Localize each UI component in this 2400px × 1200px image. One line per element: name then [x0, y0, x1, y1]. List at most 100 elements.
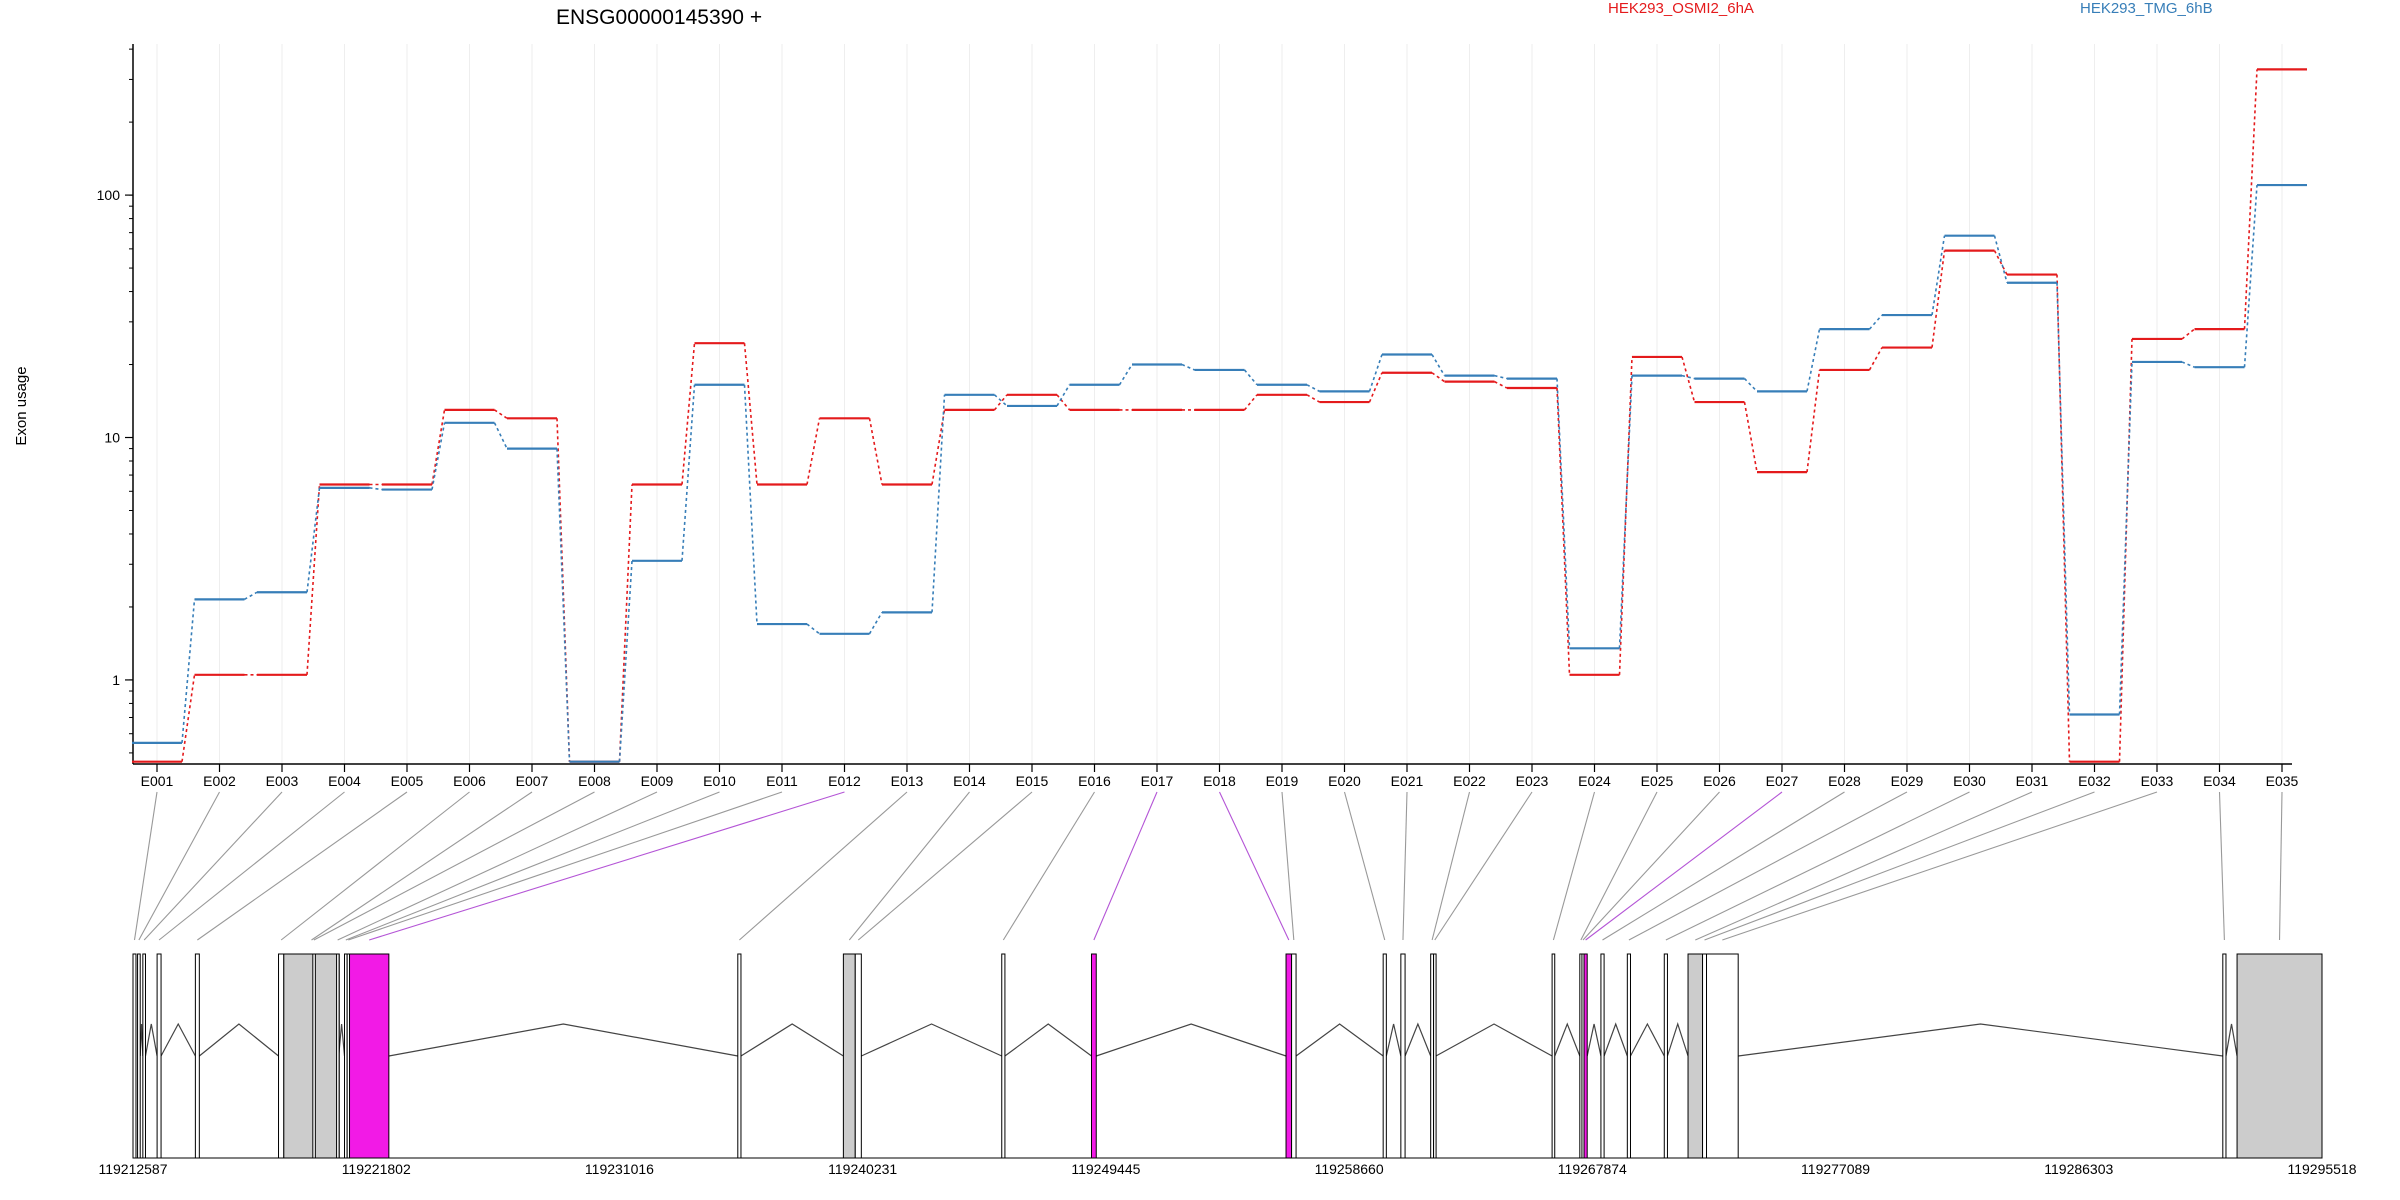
series-connector — [2243, 184, 2258, 368]
series-connector — [2181, 328, 2195, 340]
series-connector — [2118, 361, 2133, 715]
legend-entry-osmi2: HEK293_OSMI2_6hA — [1608, 0, 1754, 17]
connector-e002 — [138, 791, 220, 941]
exon-block-e002 — [137, 953, 141, 1159]
exon-block-e024 — [1551, 953, 1556, 1159]
exon-block-e008 — [312, 953, 316, 1159]
genomic-position-label: 119221802 — [342, 1161, 411, 1177]
x-tick-label-e008: E008 — [578, 773, 611, 789]
intron-line — [1385, 1023, 1402, 1057]
series-hek293_tmg_6hb — [132, 183, 2307, 763]
y-axis: 1 10 100 — [97, 44, 134, 764]
genomic-position-label: 119286303 — [2044, 1161, 2113, 1177]
x-tick-label-e021: E021 — [1391, 773, 1424, 789]
x-tick-label-e024: E024 — [1578, 773, 1611, 789]
x-tick-label-e029: E029 — [1891, 773, 1924, 789]
series-connector — [556, 418, 571, 762]
series-connector — [743, 343, 758, 485]
exon-block-e027 — [1583, 953, 1588, 1159]
intron-line — [144, 1023, 158, 1057]
series-connector — [494, 409, 508, 419]
x-tick-label-e022: E022 — [1453, 773, 1486, 789]
connector-e014 — [848, 791, 970, 941]
x-tick-label-e005: E005 — [391, 773, 424, 789]
intron-line — [2225, 1023, 2238, 1057]
series-connector — [1306, 394, 1320, 403]
x-tick-label-e015: E015 — [1016, 773, 1049, 789]
intron-line — [198, 1023, 279, 1057]
series-connector — [1243, 369, 1258, 386]
x-tick-label-e027: E027 — [1766, 773, 1799, 789]
intron-line — [388, 1023, 738, 1057]
series-connector — [1993, 235, 2008, 283]
x-tick-label-e023: E023 — [1516, 773, 1549, 789]
genomic-position-label: 119258660 — [1315, 1161, 1384, 1177]
intron-line — [1295, 1023, 1384, 1057]
connector-e018 — [1219, 791, 1290, 941]
connector-e005 — [197, 791, 408, 941]
connector-e013 — [739, 791, 908, 941]
x-tick-label-e033: E033 — [2141, 773, 2174, 789]
x-tick-label-e011: E011 — [766, 773, 798, 789]
series-connector — [743, 384, 758, 625]
series-connector — [993, 394, 1008, 407]
series-connector — [1494, 380, 1508, 389]
x-tick-label-e020: E020 — [1328, 773, 1361, 789]
series-connector — [1556, 378, 1571, 649]
x-tick-label-e026: E026 — [1703, 773, 1736, 789]
series-connector — [1118, 364, 1133, 386]
connector-e030 — [1665, 791, 1970, 941]
intron-line — [861, 1023, 1003, 1057]
connector-e028 — [1602, 791, 1845, 941]
series-connector — [369, 487, 383, 491]
genomic-position-label: 119212587 — [98, 1161, 167, 1177]
series-connector — [806, 623, 820, 635]
intron-line — [160, 1022, 196, 1057]
legend-entry-tmg: HEK293_TMG_6hB — [2080, 0, 2213, 17]
x-tick-label-e019: E019 — [1266, 773, 1299, 789]
series-connector — [618, 560, 633, 762]
exon-block-e015 — [854, 953, 862, 1159]
intron-line — [1586, 1023, 1602, 1057]
series-connector — [1868, 314, 1883, 330]
intron-line — [1404, 1022, 1432, 1057]
series-connector — [806, 418, 821, 485]
exon-block-e004 — [156, 953, 162, 1159]
exon-block-e034 — [2222, 953, 2227, 1159]
series-connector — [931, 409, 946, 485]
connector-e026 — [1582, 791, 1720, 941]
x-tick-label-e031: E031 — [2016, 773, 2049, 789]
connector-e017 — [1093, 791, 1158, 941]
chart-title: ENSG00000145390 + — [556, 6, 762, 29]
exon-block-e013 — [737, 953, 742, 1159]
connector-e011 — [348, 791, 783, 941]
series-connector — [1806, 328, 1821, 392]
x-tick-label-e007: E007 — [516, 773, 549, 789]
x-tick-label-e025: E025 — [1641, 773, 1674, 789]
x-tick-label-e012: E012 — [828, 773, 861, 789]
connector-e025 — [1580, 791, 1658, 941]
genomic-position-label: 119240231 — [828, 1161, 897, 1177]
genomic-position-label: 119231016 — [585, 1161, 654, 1177]
intron-line — [1666, 1022, 1689, 1057]
connector-e032 — [1704, 791, 2095, 941]
exon-block-e014 — [842, 953, 856, 1159]
series-connector — [868, 611, 883, 635]
exon-block-e007 — [283, 953, 340, 1159]
series-connector — [244, 591, 258, 601]
exon-block-e012 — [349, 953, 390, 1159]
connector-e004 — [158, 791, 345, 941]
x-tick-label-e018: E018 — [1203, 773, 1236, 789]
vertical-gridlines — [156, 44, 2283, 764]
series-connector — [1931, 250, 1946, 348]
series-connector — [1681, 374, 1695, 380]
exon-block-e017 — [1090, 953, 1097, 1159]
series-connector — [1056, 394, 1071, 411]
series-connector — [1056, 384, 1071, 407]
series-connector — [1806, 369, 1821, 473]
intron-line — [1435, 1023, 1553, 1057]
genomic-position-label: 119277089 — [1801, 1161, 1870, 1177]
genomic-position-label: 119249445 — [1071, 1161, 1140, 1177]
x-tick-label-e014: E014 — [953, 773, 986, 789]
y-axis-label: Exon usage — [13, 366, 30, 445]
